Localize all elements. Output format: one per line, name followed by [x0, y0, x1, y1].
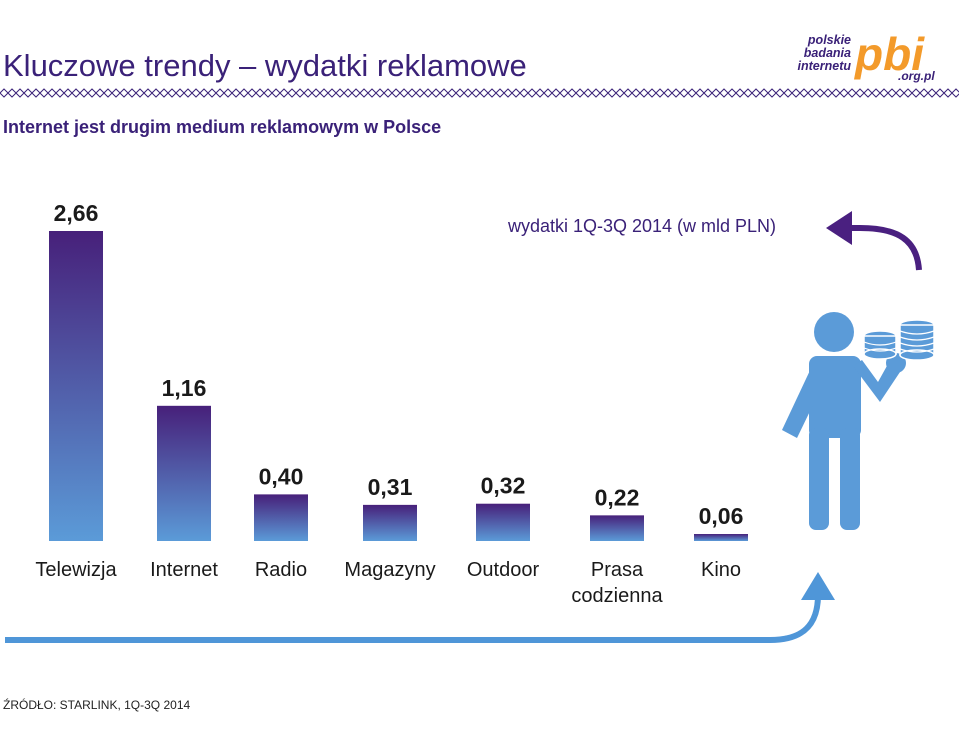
svg-text:.org.pl: .org.pl	[898, 69, 935, 83]
category-label-7: Kino	[701, 559, 741, 581]
category-label-4: Magazyny	[344, 559, 435, 581]
svg-text:pbi: pbi	[853, 28, 925, 80]
baseline-arrow	[5, 590, 821, 643]
bar-3	[254, 494, 308, 541]
source-note: ŹRÓDŁO: STARLINK, 1Q-3Q 2014	[3, 698, 191, 712]
category-label-1: Telewizja	[35, 559, 117, 581]
category-label-6: Prasa codzienna	[571, 559, 663, 607]
category-label-3: Radio	[255, 559, 307, 581]
page-subtitle: Internet jest drugim medium reklamowym w…	[3, 117, 442, 137]
page-title: Kluczowe trendy – wydatki reklamowe	[3, 48, 527, 83]
value-label-2: 1,16	[162, 375, 207, 401]
value-label-4: 0,31	[368, 474, 413, 500]
bar-6	[590, 515, 644, 541]
arrow-head-left-icon	[826, 211, 852, 245]
pbi-logo: polskie badania internetu pbi .org.pl	[785, 20, 945, 85]
value-label-6: 0,22	[595, 484, 640, 510]
curved-arrow-left-icon	[848, 225, 922, 271]
arrow-head-up-icon	[801, 572, 835, 600]
bar-7	[694, 534, 748, 541]
pbi-mark-icon: pbi .org.pl	[853, 28, 935, 83]
bar-2	[157, 405, 211, 541]
value-label-7: 0,06	[699, 503, 744, 529]
category-label-2: Internet	[150, 559, 218, 581]
bar-5	[476, 503, 530, 541]
category-label-5: Outdoor	[467, 559, 540, 581]
zigzag-divider	[0, 88, 959, 98]
value-label-5: 0,32	[481, 473, 526, 499]
bar-1	[49, 231, 103, 541]
value-label-1: 2,66	[54, 200, 99, 226]
chart-annotation: wydatki 1Q-3Q 2014 (w mld PLN)	[507, 216, 776, 236]
person-with-coins-icon	[782, 312, 935, 530]
value-label-3: 0,40	[259, 463, 304, 489]
bar-4	[363, 504, 417, 541]
logo-wordmark: polskie badania internetu	[797, 33, 851, 73]
